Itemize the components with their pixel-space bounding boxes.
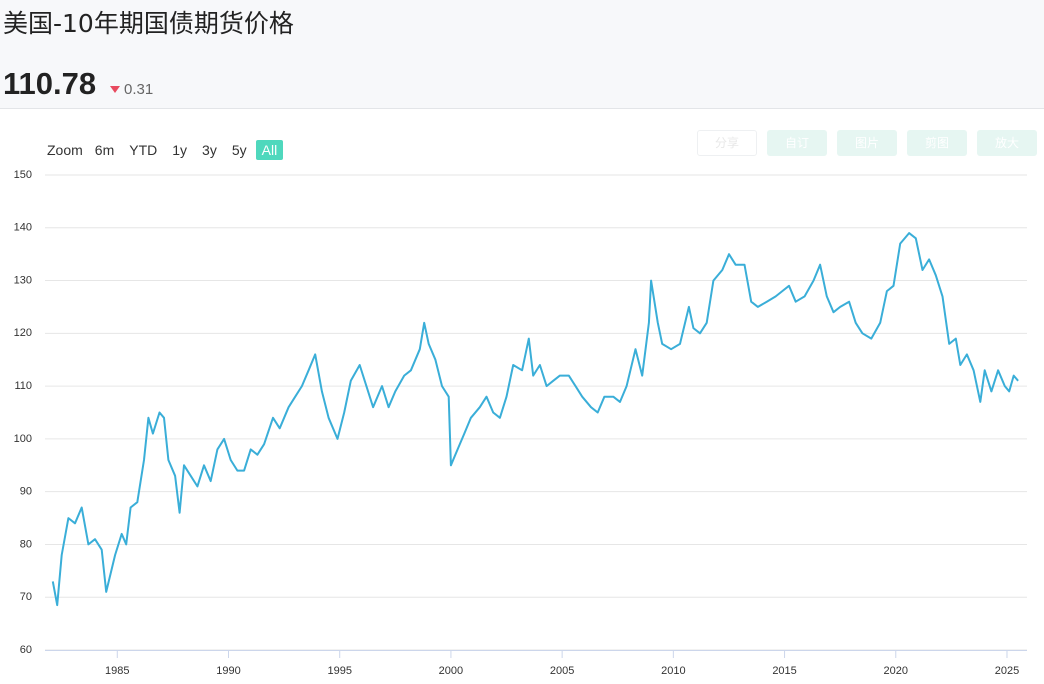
x-tick-label: 1990 <box>216 665 240 677</box>
price-line <box>51 232 1019 607</box>
range-button[interactable]: YTD <box>129 142 158 158</box>
range-selector: Zoom 6m YTD 1y 3y 5y All <box>47 140 286 160</box>
toolbar-button[interactable]: 放大 <box>977 130 1037 156</box>
y-tick-label: 90 <box>20 486 32 498</box>
y-tick-label: 110 <box>14 380 32 392</box>
x-tick-label: 2020 <box>884 665 908 677</box>
x-tick-label: 2015 <box>772 665 796 677</box>
toolbar-button[interactable]: 自订 <box>767 130 827 156</box>
range-button[interactable]: 1y <box>172 142 188 158</box>
price: 110.78 <box>3 66 97 101</box>
x-tick-label: 1995 <box>327 665 351 677</box>
header: 美国-10年期国债期货价格 110.78 0.31 <box>0 0 1044 109</box>
down-arrow <box>110 86 120 93</box>
y-tick-label: 140 <box>14 222 32 234</box>
x-tick-label: 1985 <box>105 665 129 677</box>
y-tick-label: 80 <box>20 538 32 550</box>
toolbar-button[interactable]: 分享 <box>697 130 757 156</box>
range-button[interactable]: All <box>255 140 284 160</box>
range-button[interactable]: 3y <box>202 142 217 158</box>
x-tick-label: 2010 <box>661 665 685 677</box>
zoom-label: Zoom <box>47 142 83 158</box>
y-tick-label: 70 <box>20 591 32 603</box>
toolbar-button[interactable]: 图片 <box>837 130 897 156</box>
title: 美国-10年期国债期货价格 <box>3 9 294 38</box>
y-tick-label: 60 <box>20 644 32 656</box>
range-button[interactable]: 5y <box>231 142 247 158</box>
chart: 60 70 80 90 100 110 120 130 140 150 1985 1990 1995 20… <box>14 169 1027 677</box>
change: 0.31 <box>124 81 154 98</box>
x-tick-label: 2025 <box>995 665 1019 677</box>
y-tick-label: 150 <box>14 169 32 181</box>
y-tick-label: 120 <box>14 327 32 339</box>
x-tick-label: 2005 <box>550 665 574 677</box>
range-button[interactable]: 6m <box>94 142 115 158</box>
toolbar-button[interactable]: 剪图 <box>907 130 967 156</box>
toolbar: 分享 自订 图片 剪图 放大 <box>697 130 1044 156</box>
y-tick-label: 130 <box>14 274 32 286</box>
x-tick-label: 2000 <box>439 665 463 677</box>
y-tick-label: 100 <box>14 433 32 445</box>
